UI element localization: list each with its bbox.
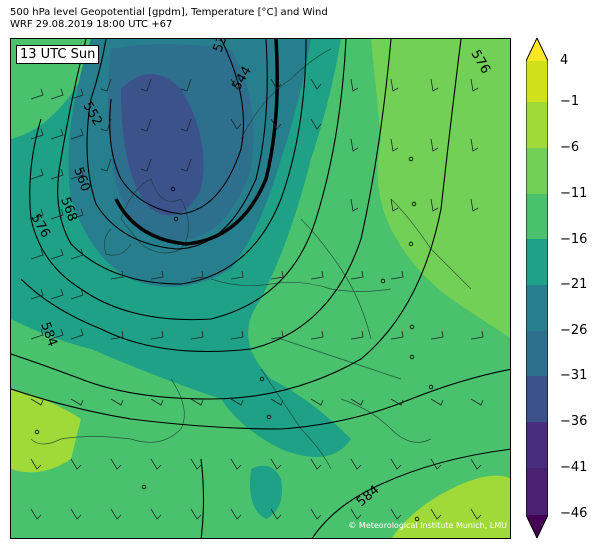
header-title: 500 hPa level Geopotential [gpdm], Tempe… xyxy=(10,7,328,18)
temperature-colorbar xyxy=(526,38,548,538)
temperature-band-warm-sw xyxy=(11,389,81,473)
temperature-band-warm-east xyxy=(371,39,510,338)
wind-barbs xyxy=(30,78,484,520)
colorbar-segment xyxy=(526,468,548,515)
temperature-band-cold-core xyxy=(121,74,204,216)
colorbar-segment xyxy=(526,285,548,331)
temperature-band-warm-se xyxy=(391,475,510,538)
colorbar-tick-label: −21 xyxy=(560,277,588,292)
colorbar-segment xyxy=(526,148,548,194)
colorbar-tick-label: −26 xyxy=(560,323,588,338)
colorbar-segment xyxy=(526,376,548,422)
colorbar-tick-label: −36 xyxy=(560,414,588,429)
temperature-band-med-patch xyxy=(250,465,282,519)
colorbar-tick-label: −31 xyxy=(560,368,588,383)
weather-map[interactable]: 536 544 552 560 568 576 576 584 584 xyxy=(10,38,511,539)
colorbar-tick-label: −16 xyxy=(560,232,588,247)
time-label: 13 UTC Sun xyxy=(16,45,100,64)
colorbar-tick-label: −1 xyxy=(560,94,580,109)
coastlines xyxy=(30,48,472,470)
colorbar-tick-label: −11 xyxy=(560,186,588,201)
colorbar-segment xyxy=(526,194,548,239)
colorbar-segment xyxy=(526,331,548,376)
colorbar-segment xyxy=(526,239,548,285)
copyright-notice: © Meteorological Institute Munich, LMU xyxy=(348,521,507,530)
map-header: 500 hPa level Geopotential [gpdm], Tempe… xyxy=(10,7,328,31)
colorbar-above-triangle xyxy=(526,38,548,61)
city-markers xyxy=(34,156,434,522)
geopotential-contours xyxy=(11,39,510,538)
colorbar-segment xyxy=(526,61,548,102)
colorbar-below-triangle xyxy=(526,515,548,538)
colorbar-segment xyxy=(526,102,548,148)
contour-552-thick xyxy=(114,39,279,246)
colorbar-tick-label: 4 xyxy=(560,53,569,68)
map-canvas: 536 544 552 560 568 576 576 584 584 xyxy=(11,39,510,538)
colorbar-tick-label: −6 xyxy=(560,140,580,155)
colorbar-tick-label: −46 xyxy=(560,506,588,521)
colorbar-segment xyxy=(526,422,548,468)
header-run-info: WRF 29.08.2019 18:00 UTC +67 xyxy=(10,19,173,30)
colorbar-tick-label: −41 xyxy=(560,460,588,475)
